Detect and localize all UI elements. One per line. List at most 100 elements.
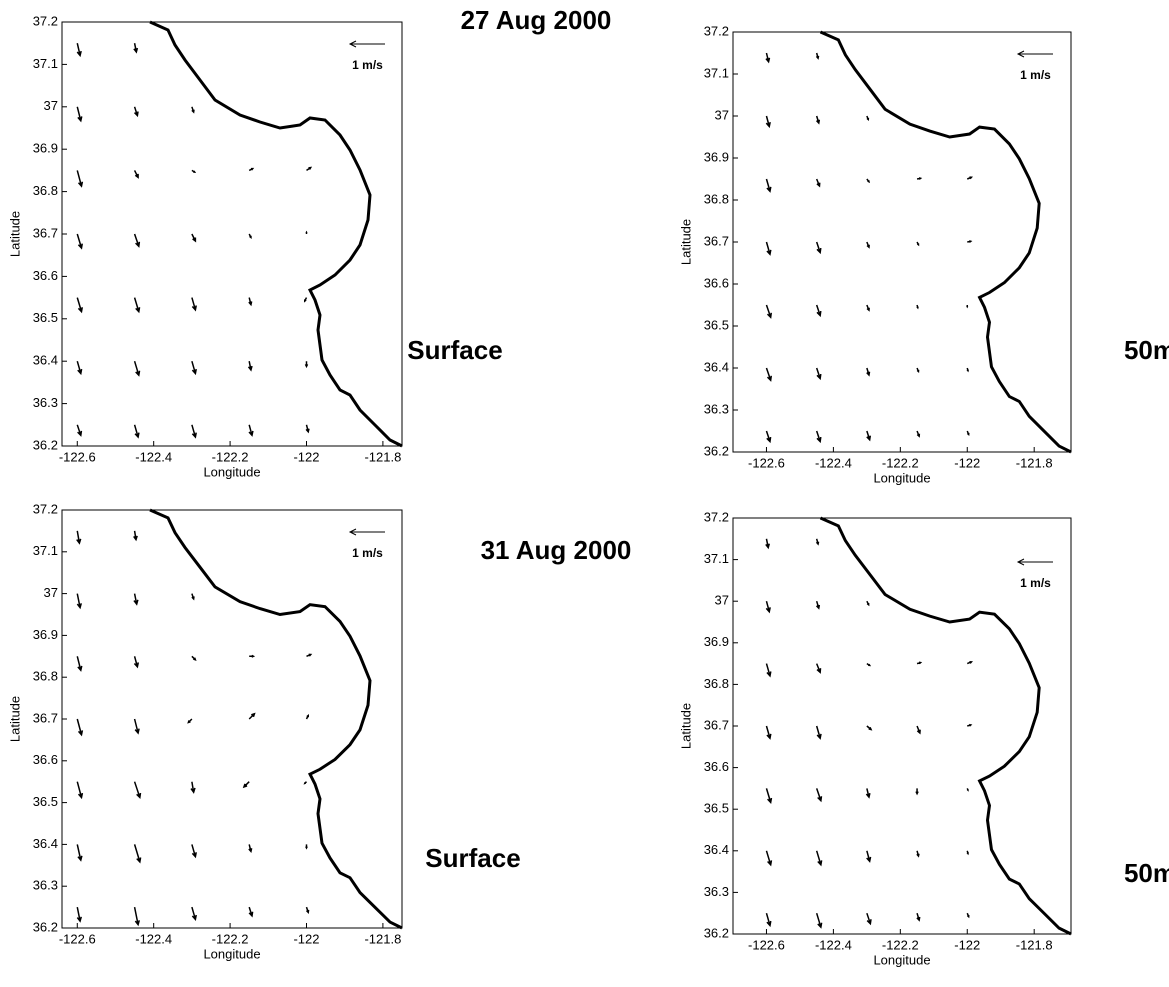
y-tick-label: 36.9 bbox=[704, 634, 729, 649]
velocity-vector bbox=[765, 601, 771, 614]
y-tick-label: 36.4 bbox=[33, 353, 58, 368]
x-tick-label: -122 bbox=[954, 937, 980, 952]
velocity-vector bbox=[191, 593, 195, 601]
velocity-vector bbox=[866, 367, 871, 377]
x-tick-label: -122.2 bbox=[212, 449, 249, 464]
y-tick-label: 36.8 bbox=[704, 676, 729, 691]
y-axis-label: Latitude bbox=[678, 703, 693, 749]
y-tick-label: 36.2 bbox=[33, 437, 58, 452]
x-tick-label: -122.4 bbox=[135, 449, 172, 464]
velocity-vector bbox=[815, 725, 822, 740]
velocity-vector bbox=[815, 912, 823, 929]
velocity-vector bbox=[966, 850, 969, 856]
velocity-vector bbox=[815, 367, 822, 381]
depth-label: 50m bbox=[1124, 335, 1169, 365]
velocity-vector bbox=[76, 844, 83, 862]
velocity-vector bbox=[76, 781, 84, 800]
y-tick-label: 36.7 bbox=[33, 710, 58, 725]
y-tick-label: 36.7 bbox=[704, 717, 729, 732]
velocity-vector bbox=[133, 424, 140, 439]
velocity-vector bbox=[133, 233, 141, 248]
velocity-vector bbox=[133, 906, 140, 927]
y-tick-label: 37.2 bbox=[704, 509, 729, 524]
velocity-vector bbox=[76, 656, 83, 672]
panel-title: 27 Aug 2000 bbox=[461, 5, 612, 35]
y-tick-label: 36.9 bbox=[704, 149, 729, 164]
y-tick-label: 37.1 bbox=[33, 543, 58, 558]
velocity-vector bbox=[133, 530, 138, 542]
x-tick-label: -122 bbox=[293, 931, 319, 946]
y-tick-label: 36.3 bbox=[704, 401, 729, 416]
y-tick-label: 37.2 bbox=[33, 501, 58, 516]
y-tick-label: 36.9 bbox=[33, 141, 58, 156]
y-axis-label: Latitude bbox=[678, 219, 693, 265]
depth-label: 50m bbox=[1124, 858, 1169, 888]
velocity-vector bbox=[815, 241, 822, 255]
velocity-vector bbox=[866, 850, 872, 863]
velocity-vector bbox=[866, 178, 870, 184]
depth-label: Surface bbox=[425, 843, 520, 873]
velocity-vector bbox=[765, 52, 771, 64]
velocity-vector bbox=[866, 430, 872, 442]
depth-label: Surface bbox=[407, 335, 502, 365]
panel: -122.6 -122.4 -122.2 -122 -121.8 36.2 36.3 36.4… bbox=[7, 501, 631, 961]
velocity-vector bbox=[76, 360, 83, 376]
velocity-vector bbox=[187, 718, 193, 724]
velocity-vector bbox=[765, 430, 772, 444]
y-tick-label: 37 bbox=[715, 107, 729, 122]
velocity-vector bbox=[866, 304, 870, 312]
velocity-vector bbox=[966, 660, 974, 665]
velocity-vector bbox=[76, 424, 83, 437]
scale-label: 1 m/s bbox=[1020, 576, 1051, 590]
y-tick-label: 36.6 bbox=[33, 268, 58, 283]
velocity-vector bbox=[133, 106, 139, 118]
y-tick-label: 37.1 bbox=[704, 65, 729, 80]
y-tick-label: 36.8 bbox=[704, 191, 729, 206]
velocity-vector bbox=[966, 305, 969, 309]
velocity-vector bbox=[133, 781, 142, 800]
x-tick-label: -122.6 bbox=[59, 931, 96, 946]
velocity-vector bbox=[866, 241, 870, 249]
velocity-vector bbox=[247, 361, 253, 372]
velocity-vector bbox=[765, 115, 771, 129]
velocity-vector bbox=[248, 712, 256, 720]
velocity-vector bbox=[190, 781, 196, 794]
plot-frame bbox=[61, 509, 403, 929]
scale-label: 1 m/s bbox=[352, 546, 383, 560]
velocity-vector bbox=[248, 297, 253, 307]
coastline bbox=[148, 20, 404, 448]
scale-arrow bbox=[348, 40, 385, 48]
velocity-vector bbox=[765, 538, 770, 550]
velocity-vector bbox=[305, 424, 310, 434]
velocity-vector bbox=[76, 297, 83, 314]
velocity-vector bbox=[916, 241, 920, 247]
y-axis-label: Latitude bbox=[7, 211, 22, 257]
velocity-vector bbox=[133, 297, 141, 314]
velocity-vector bbox=[191, 297, 197, 312]
velocity-vector bbox=[248, 424, 254, 437]
velocity-vector bbox=[765, 725, 772, 740]
y-tick-label: 36.9 bbox=[33, 627, 58, 642]
y-tick-label: 37 bbox=[44, 98, 58, 113]
velocity-vector bbox=[133, 360, 141, 377]
velocity-vector bbox=[133, 844, 142, 864]
scale-arrow bbox=[348, 528, 385, 536]
velocity-vector bbox=[191, 844, 197, 859]
velocity-vector bbox=[76, 530, 82, 545]
y-tick-label: 36.5 bbox=[704, 801, 729, 816]
velocity-vector bbox=[306, 653, 313, 657]
velocity-vector bbox=[191, 360, 197, 376]
velocity-vector bbox=[765, 241, 772, 256]
velocity-vector bbox=[191, 424, 197, 439]
velocity-vector bbox=[966, 176, 974, 180]
y-tick-label: 36.3 bbox=[704, 884, 729, 899]
y-tick-label: 36.8 bbox=[33, 183, 58, 198]
x-tick-label: -122 bbox=[293, 449, 319, 464]
y-tick-label: 37 bbox=[715, 593, 729, 608]
y-tick-label: 36.4 bbox=[33, 836, 58, 851]
y-tick-label: 36.4 bbox=[704, 842, 729, 857]
y-tick-label: 37.2 bbox=[704, 23, 729, 38]
velocity-vector bbox=[191, 233, 197, 243]
velocity-vector bbox=[815, 850, 823, 867]
